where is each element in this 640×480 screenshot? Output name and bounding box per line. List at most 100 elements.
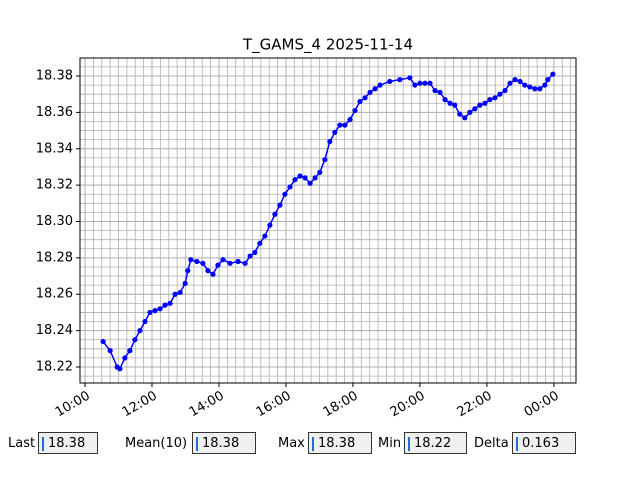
control-label: Delta bbox=[474, 436, 509, 451]
data-point bbox=[210, 271, 216, 277]
x-tick-label: 12:00 bbox=[120, 389, 160, 421]
y-tick-label: 18.38 bbox=[36, 69, 73, 84]
data-point bbox=[272, 211, 278, 217]
chart-title: T_GAMS_4 2025-11-14 bbox=[242, 36, 413, 55]
control-label: Last bbox=[8, 436, 36, 451]
data-point bbox=[307, 180, 313, 186]
data-point bbox=[227, 260, 233, 266]
text-box[interactable]: 0.163 bbox=[512, 432, 576, 454]
text-box[interactable]: 18.38 bbox=[308, 432, 372, 454]
y-tick-label: 18.36 bbox=[36, 105, 73, 120]
data-point bbox=[422, 80, 428, 86]
data-point bbox=[447, 100, 453, 106]
data-point bbox=[527, 84, 533, 90]
data-point bbox=[205, 268, 211, 274]
data-point bbox=[537, 86, 543, 92]
data-point bbox=[282, 191, 288, 197]
data-point bbox=[312, 175, 318, 181]
text-box[interactable]: 18.22 bbox=[404, 432, 467, 454]
data-point bbox=[185, 268, 191, 274]
data-point bbox=[172, 291, 178, 297]
data-point bbox=[107, 348, 113, 354]
text-box[interactable]: 18.38 bbox=[38, 432, 98, 454]
y-tick-label: 18.22 bbox=[36, 359, 73, 374]
data-point bbox=[427, 80, 433, 86]
x-tick-label: 20:00 bbox=[388, 389, 428, 421]
data-point bbox=[297, 173, 303, 179]
data-point bbox=[387, 78, 393, 85]
data-point bbox=[545, 77, 551, 83]
data-point bbox=[337, 122, 343, 128]
y-tick-label: 18.30 bbox=[36, 214, 73, 229]
data-point bbox=[362, 95, 368, 101]
y-tick-label: 18.26 bbox=[36, 287, 73, 302]
data-point bbox=[292, 177, 298, 183]
y-tick-label: 18.32 bbox=[36, 178, 73, 193]
data-point bbox=[462, 115, 468, 121]
data-point bbox=[417, 80, 423, 86]
data-point bbox=[287, 184, 293, 190]
data-point bbox=[497, 91, 503, 97]
data-point bbox=[472, 106, 478, 112]
data-point bbox=[215, 262, 221, 268]
data-point bbox=[267, 222, 273, 228]
data-point bbox=[502, 87, 508, 94]
data-point bbox=[542, 82, 548, 88]
data-point bbox=[188, 257, 194, 263]
data-point bbox=[482, 100, 488, 106]
data-point bbox=[302, 175, 308, 181]
data-point bbox=[194, 258, 200, 265]
data-point bbox=[262, 233, 268, 239]
data-point bbox=[200, 260, 206, 266]
data-point bbox=[442, 97, 448, 103]
data-point bbox=[277, 202, 283, 208]
data-point bbox=[177, 289, 183, 296]
y-tick-label: 18.28 bbox=[36, 250, 73, 265]
data-point bbox=[122, 355, 128, 361]
data-point bbox=[167, 300, 173, 306]
data-point bbox=[127, 348, 133, 354]
data-point bbox=[252, 249, 258, 256]
grid bbox=[80, 58, 576, 383]
data-point bbox=[322, 157, 328, 163]
text-box[interactable]: 18.38 bbox=[192, 432, 256, 454]
data-point bbox=[377, 82, 383, 88]
plot-frame bbox=[79, 57, 577, 384]
data-point bbox=[437, 89, 443, 95]
x-tick-label: 16:00 bbox=[254, 389, 294, 421]
data-point bbox=[512, 77, 518, 83]
data-point bbox=[467, 109, 473, 115]
data-point bbox=[367, 89, 373, 95]
data-point bbox=[397, 77, 403, 83]
data-point bbox=[532, 86, 538, 92]
data-point bbox=[507, 80, 513, 86]
data-point bbox=[487, 97, 493, 103]
data-point bbox=[550, 71, 556, 77]
x-tick-label: 14:00 bbox=[187, 389, 227, 421]
data-point bbox=[332, 129, 338, 135]
x-tick-label: 18:00 bbox=[321, 389, 361, 421]
data-point bbox=[407, 75, 413, 81]
data-point bbox=[117, 366, 123, 372]
data-point bbox=[477, 102, 483, 108]
data-point bbox=[492, 95, 498, 101]
data-point bbox=[372, 86, 378, 92]
y-tick-label: 18.34 bbox=[36, 141, 73, 156]
data-point bbox=[452, 102, 458, 108]
x-tick-label: 00:00 bbox=[522, 389, 562, 421]
data-point bbox=[352, 107, 358, 114]
x-tick-label: 22:00 bbox=[455, 389, 495, 421]
data-point bbox=[327, 138, 333, 145]
data-point bbox=[162, 302, 168, 308]
data-point bbox=[137, 328, 143, 334]
data-point bbox=[257, 240, 263, 246]
data-point bbox=[457, 111, 463, 117]
data-point bbox=[242, 260, 248, 266]
data-point bbox=[100, 338, 106, 345]
data-point bbox=[247, 253, 253, 259]
data-point bbox=[220, 257, 226, 263]
data-point bbox=[182, 280, 188, 286]
data-point bbox=[142, 318, 148, 325]
